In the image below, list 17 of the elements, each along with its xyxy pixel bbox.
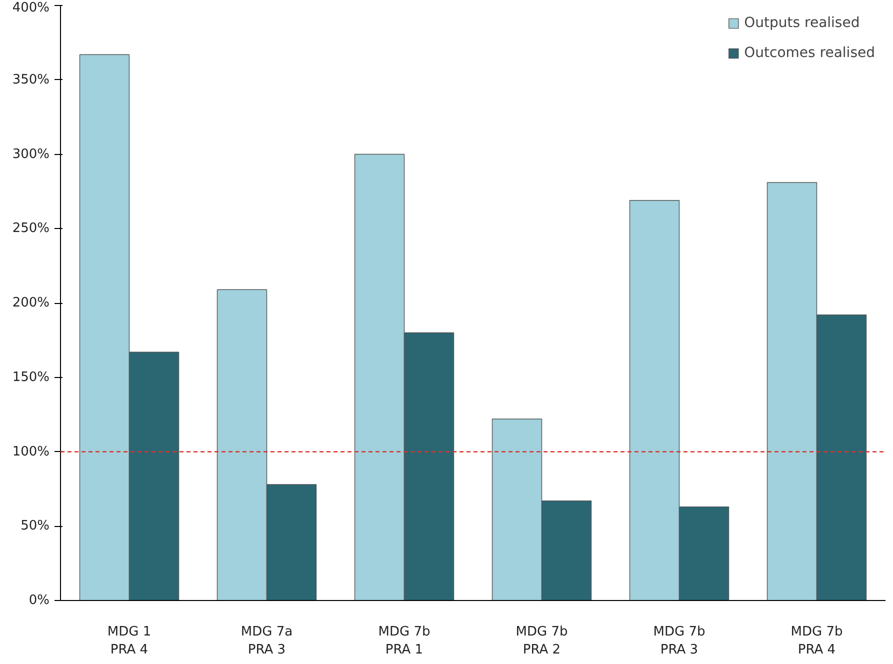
y-tick-label: 150% [12,370,50,385]
x-tick-label: MDG 7b PRA 3 [653,624,706,658]
x-tick-label: MDG 7b PRA 4 [790,624,843,658]
y-tick-label: 200% [12,296,50,310]
y-tick-label: 100% [12,444,50,460]
x-tick-label: MDG 1 PRA 4 [107,624,152,658]
y-tick-label: 300% [12,146,50,162]
x-tick-label: MDG 7a PRA 3 [240,624,293,658]
x-tick-label: MDG 7b PRA 2 [516,624,568,658]
y-tick-label: 250% [12,221,50,236]
legend-label: Outcomes realised [744,45,875,61]
y-tick-label: 350% [12,72,50,88]
x-tick-label: MDG 7b PRA 1 [378,624,430,658]
y-tick-label: 400% [12,0,50,16]
y-tick-label: 0% [28,593,50,608]
y-tick-label: 50% [20,518,50,534]
legend-label: Outputs realised [744,15,860,31]
